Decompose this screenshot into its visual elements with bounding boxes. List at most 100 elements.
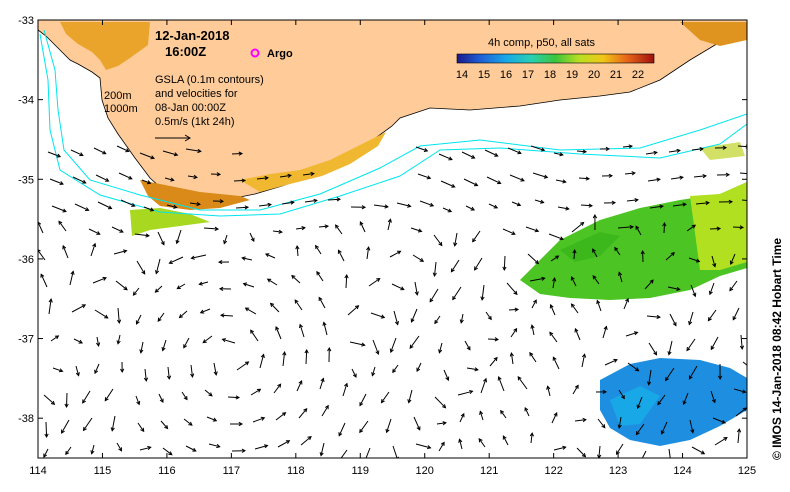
- colorbar-tick-label: 22: [632, 69, 644, 81]
- velocity-arrow: [466, 367, 478, 371]
- velocity-arrowhead: [534, 228, 540, 233]
- velocity-arrow: [62, 245, 69, 259]
- velocity-arrowhead: [149, 207, 155, 212]
- velocity-arrow: [359, 420, 369, 433]
- velocity-arrow: [58, 221, 67, 232]
- map-time: 16:00Z: [165, 44, 206, 59]
- velocity-arrow: [116, 145, 130, 152]
- velocity-arrowhead: [452, 295, 457, 301]
- velocity-arrow: [618, 416, 622, 428]
- velocity-arrowhead: [136, 400, 141, 406]
- velocity-arrowhead: [723, 437, 728, 441]
- velocity-arrow: [389, 250, 401, 258]
- velocity-arrowhead: [387, 218, 392, 223]
- velocity-arrow: [235, 206, 249, 209]
- velocity-arrowhead: [287, 173, 292, 178]
- velocity-arrow: [411, 308, 418, 323]
- velocity-arrow: [531, 299, 537, 309]
- velocity-arrowhead: [739, 345, 745, 350]
- velocity-arrowhead: [58, 368, 64, 373]
- velocity-arrowhead: [235, 395, 241, 400]
- velocity-arrow: [296, 245, 299, 257]
- velocity-arrow: [136, 260, 146, 275]
- velocity-arrow: [137, 422, 145, 432]
- velocity-arrowhead: [574, 384, 579, 389]
- velocity-arrow: [93, 147, 106, 155]
- velocity-arrow: [349, 341, 365, 346]
- velocity-arrowhead: [670, 252, 675, 257]
- x-tick-label: 115: [94, 465, 112, 477]
- velocity-arrowhead: [520, 177, 525, 182]
- velocity-arrow: [51, 205, 67, 212]
- velocity-arrowhead: [426, 445, 432, 450]
- velocity-arrowhead: [562, 445, 567, 450]
- velocity-arrowhead: [150, 155, 155, 160]
- velocity-arrow: [267, 278, 278, 286]
- velocity-arrowhead: [364, 459, 367, 463]
- velocity-arrowhead: [260, 416, 266, 421]
- velocity-arrowhead: [729, 260, 734, 266]
- velocity-arrow: [517, 376, 528, 390]
- velocity-arrow: [233, 179, 246, 182]
- velocity-arrow: [710, 390, 716, 403]
- velocity-arrow: [592, 275, 600, 285]
- velocity-arrow: [166, 204, 177, 208]
- velocity-arrow: [327, 198, 341, 201]
- velocity-arrowhead: [497, 376, 502, 381]
- velocity-arrowhead: [154, 288, 159, 293]
- velocity-arrow: [409, 335, 420, 349]
- velocity-arrow: [625, 331, 638, 337]
- velocity-arrow: [298, 408, 308, 419]
- velocity-arrow: [550, 304, 556, 316]
- velocity-arrowhead: [269, 302, 275, 307]
- velocity-arrowhead: [659, 204, 664, 209]
- velocity-arrowhead: [691, 224, 697, 229]
- velocity-arrowhead: [389, 348, 394, 354]
- velocity-arrow: [387, 219, 391, 231]
- colorbar-tick-label: 20: [588, 69, 600, 81]
- velocity-arrowhead: [244, 361, 250, 366]
- x-axis: 114 115 116 117 118 119 120 121 122 123 124 125: [29, 20, 756, 477]
- velocity-arrow: [49, 178, 64, 185]
- velocity-arrowhead: [480, 296, 485, 301]
- velocity-arrow: [296, 380, 303, 392]
- velocity-arrowhead: [125, 148, 130, 153]
- velocity-arrowhead: [183, 395, 188, 401]
- velocity-arrowhead: [676, 148, 681, 153]
- velocity-arrowhead: [721, 419, 727, 424]
- y-tick-label: -34: [18, 95, 34, 107]
- velocity-arrowhead: [487, 315, 492, 321]
- velocity-arrow: [136, 314, 142, 325]
- x-tick-label: 120: [416, 465, 434, 477]
- velocity-arrow: [712, 417, 726, 424]
- velocity-arrowhead: [749, 172, 752, 175]
- velocity-arrowhead: [241, 256, 246, 261]
- velocity-arrowhead: [354, 305, 360, 310]
- velocity-arrow: [510, 353, 514, 365]
- velocity-arrowhead: [574, 327, 579, 333]
- velocity-arrowhead: [729, 287, 734, 292]
- velocity-arrowhead: [303, 407, 308, 413]
- velocity-arrow: [434, 315, 441, 324]
- velocity-arrow: [502, 435, 509, 446]
- velocity-arrowhead: [54, 335, 60, 340]
- colorbar-tick-label: 21: [610, 69, 622, 81]
- colorbar-ticks: 14 15 16 17 18 19 20 21 22: [456, 69, 644, 81]
- velocity-arrow: [657, 394, 666, 405]
- velocity-arrowhead: [434, 319, 439, 325]
- velocity-arrow: [249, 232, 255, 242]
- velocity-arrow: [243, 283, 255, 288]
- velocity-arrow: [627, 362, 639, 372]
- velocity-arrow: [737, 429, 740, 444]
- velocity-arrow: [185, 148, 201, 152]
- colorbar-tick-label: 16: [500, 69, 512, 81]
- velocity-arrowhead: [450, 268, 455, 273]
- velocity-arrow: [440, 180, 455, 188]
- velocity-arrowhead: [327, 346, 332, 352]
- velocity-arrowhead: [458, 438, 463, 443]
- velocity-arrow: [223, 234, 228, 244]
- velocity-arrowhead: [635, 225, 640, 230]
- velocity-arrow: [83, 417, 93, 431]
- velocity-arrowhead: [628, 144, 634, 149]
- velocity-arrowhead: [549, 331, 554, 336]
